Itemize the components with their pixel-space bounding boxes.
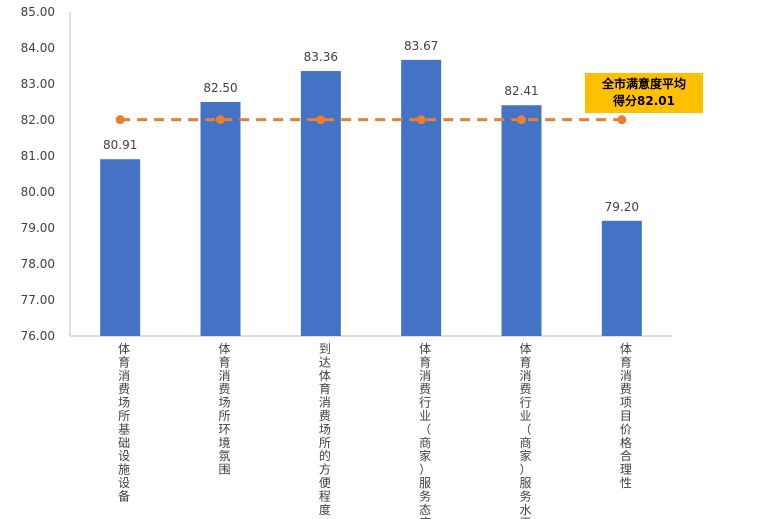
- data-labels: 80.91 82.50 83.36 83.67 82.41 79.20: [103, 39, 639, 214]
- data-label: 82.41: [504, 84, 538, 98]
- y-tick-label: 80.00: [21, 185, 55, 199]
- average-marker: [115, 115, 125, 125]
- y-tick-label: 76.00: [21, 329, 55, 343]
- bar: [100, 159, 141, 336]
- average-marker: [216, 115, 225, 125]
- average-line: [115, 115, 627, 125]
- category-label: 体育消费项目价格合理性: [620, 342, 632, 490]
- average-callout-line1: 全市满意度平均: [601, 77, 686, 91]
- data-label: 83.67: [404, 39, 438, 53]
- y-tick-label: 77.00: [21, 293, 55, 307]
- category-label: 体育消费场所环境氛围: [218, 342, 230, 477]
- bar: [601, 220, 642, 336]
- average-marker: [617, 115, 627, 125]
- data-label: 83.36: [304, 50, 338, 64]
- bar: [501, 105, 542, 337]
- y-tick-label: 79.00: [21, 221, 55, 235]
- category-label: 体育消费行业（商家）服务态度: [419, 342, 431, 519]
- y-tick-label: 82.00: [21, 113, 55, 127]
- bar: [300, 71, 341, 336]
- y-tick-label: 84.00: [21, 41, 55, 55]
- data-label: 82.50: [203, 81, 237, 95]
- category-label: 体育消费行业（商家）服务水平: [519, 342, 531, 519]
- y-tick-label: 83.00: [21, 77, 55, 91]
- bar: [200, 102, 241, 336]
- bars: [100, 59, 642, 337]
- y-tick-label: 85.00: [21, 5, 55, 19]
- y-tick-labels: 76.00 77.00 78.00 79.00 80.00 81.00 82.00 83.00…: [21, 5, 55, 343]
- average-callout: 全市满意度平均 得分82.01: [585, 73, 703, 113]
- category-label: 体育消费场所基础设施设备: [118, 342, 130, 503]
- average-marker: [316, 115, 326, 125]
- average-marker: [517, 115, 526, 125]
- y-tick-label: 81.00: [21, 149, 55, 163]
- bar: [401, 59, 442, 336]
- category-label: 到达体育消费场所的方便程度: [319, 342, 331, 517]
- data-label: 80.91: [103, 138, 137, 152]
- data-label: 79.20: [605, 200, 639, 214]
- category-labels: 体育消费场所基础设施设备 体育消费场所环境氛围 到达体育消费场所的方便程度 体育消费行…: [118, 342, 632, 519]
- average-callout-line2: 得分82.01: [613, 94, 675, 108]
- y-tick-label: 78.00: [21, 257, 55, 271]
- average-marker: [416, 115, 426, 125]
